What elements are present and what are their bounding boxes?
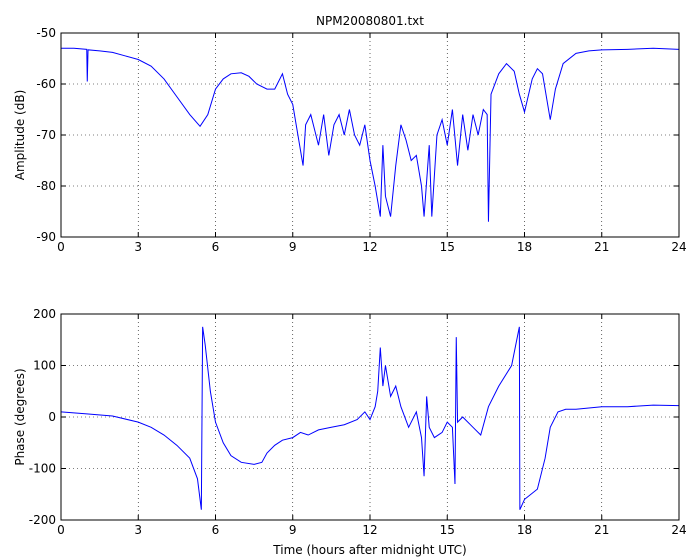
- y-axis-label: Phase (degrees): [13, 368, 27, 465]
- x-tick-label: 0: [57, 240, 65, 254]
- x-tick-label: 21: [594, 240, 609, 254]
- x-tick-label: 3: [134, 523, 142, 537]
- x-tick-label: 0: [57, 523, 65, 537]
- x-tick-label: 9: [289, 523, 297, 537]
- x-tick-label: 6: [212, 523, 220, 537]
- x-tick-label: 12: [362, 240, 377, 254]
- y-tick-label: 200: [33, 307, 56, 321]
- x-tick-label: 21: [594, 523, 609, 537]
- chart-title: NPM20080801.txt: [316, 14, 424, 28]
- y-tick-label: 0: [48, 410, 56, 424]
- y-tick-label: -60: [36, 77, 56, 91]
- x-tick-label: 24: [671, 523, 686, 537]
- data-line: [61, 47, 680, 222]
- y-tick-label: -100: [29, 462, 56, 476]
- x-axis-label: Time (hours after midnight UTC): [272, 543, 466, 557]
- x-tick-label: 24: [671, 240, 686, 254]
- x-tick-label: 18: [517, 240, 532, 254]
- y-tick-label: -90: [36, 230, 56, 244]
- x-tick-label: 9: [289, 240, 297, 254]
- x-tick-label: 18: [517, 523, 532, 537]
- data-line: [60, 326, 680, 510]
- x-tick-label: 3: [134, 240, 142, 254]
- x-tick-label: 15: [440, 523, 455, 537]
- y-axis-label: Amplitude (dB): [13, 90, 27, 181]
- axes-frame: [60, 32, 680, 238]
- x-tick-label: 15: [440, 240, 455, 254]
- x-tick-label: 12: [362, 523, 377, 537]
- y-tick-label: -200: [29, 513, 56, 527]
- y-tick-label: -50: [36, 26, 56, 40]
- y-tick-label: 100: [33, 359, 56, 373]
- x-tick-label: 6: [212, 240, 220, 254]
- axes-frame: [60, 313, 680, 521]
- y-tick-label: -70: [36, 128, 56, 142]
- y-tick-label: -80: [36, 179, 56, 193]
